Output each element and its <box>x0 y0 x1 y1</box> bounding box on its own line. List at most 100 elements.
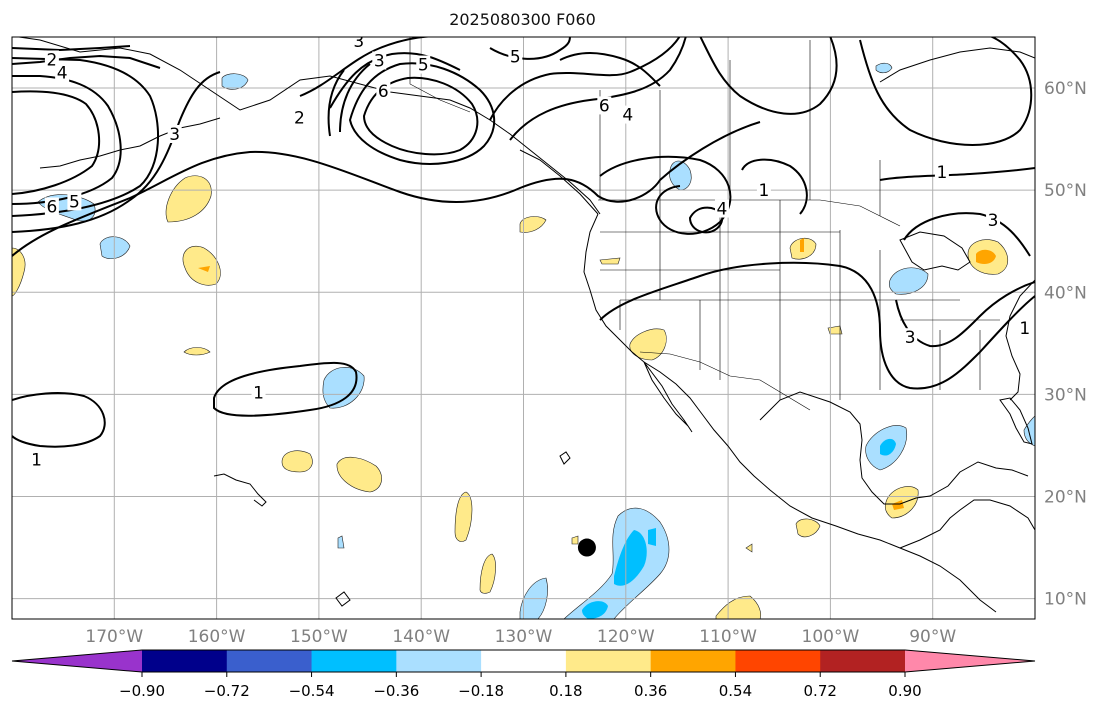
negative-anomaly-patch <box>888 267 929 295</box>
contour-label: 4 <box>57 64 68 84</box>
negative-anomaly-patch <box>221 73 249 90</box>
colorbar-tick-label: −0.18 <box>458 682 504 700</box>
contour-label-background <box>372 51 387 70</box>
colorbar-tick-label: −0.36 <box>373 682 419 700</box>
contour-label: 5 <box>418 56 429 76</box>
contour-line <box>859 37 1033 146</box>
contour-line <box>599 155 732 235</box>
us-state-lines <box>600 200 1000 400</box>
positive-anomaly-patch <box>599 257 621 265</box>
contour-label: 6 <box>599 96 610 116</box>
longitude-tick-label: 140°W <box>392 627 450 647</box>
colorbar-segment <box>565 650 652 672</box>
contour-line <box>688 206 724 234</box>
contour-line <box>327 69 345 137</box>
contour-label-background <box>508 47 523 66</box>
longitude-tick-label: 120°W <box>597 627 655 647</box>
latitude-tick-label: 30°N <box>1044 385 1087 405</box>
us-mexico-border <box>639 351 811 411</box>
us-west-coast <box>583 213 997 613</box>
baja-peninsula <box>643 361 693 433</box>
contour-label: 5 <box>69 192 80 212</box>
hudson-bay-shore <box>879 47 1035 83</box>
contour-label: 3 <box>353 32 364 52</box>
contour-label-background <box>376 82 391 101</box>
contour-label-background <box>167 125 182 143</box>
contour-line <box>559 52 661 87</box>
contour-label: 3 <box>905 328 916 348</box>
contour-label: 1 <box>758 181 769 201</box>
latitude-tick-label: 60°N <box>1044 79 1087 99</box>
contour-line <box>12 75 122 205</box>
latitude-tick-label: 40°N <box>1044 283 1087 303</box>
colorbar-segment <box>311 650 397 672</box>
contour-label-background <box>44 197 59 216</box>
positive-anomaly-patch <box>571 535 579 545</box>
clipperton-island <box>559 451 571 465</box>
positive-anomaly-patch <box>454 491 473 542</box>
contour-label: 1 <box>31 451 42 471</box>
negative-anomaly-patch <box>322 367 365 409</box>
canada-province-lines <box>599 40 881 216</box>
contour-label-background <box>29 450 44 469</box>
contour-label: 1 <box>1019 319 1030 339</box>
colorbar-extend-low <box>12 650 142 672</box>
negative-anomaly-patch <box>1023 415 1035 447</box>
contour-label-background <box>903 328 918 347</box>
colorbar-segment <box>650 650 736 672</box>
positive-anomaly-patch <box>479 553 496 594</box>
contour-line <box>12 54 161 69</box>
contour-label: 3 <box>374 51 385 71</box>
contour-line <box>362 76 479 156</box>
negative-anomaly-patch <box>563 507 670 619</box>
positive-anomaly-patch <box>182 246 221 286</box>
contour-label-background <box>55 63 70 82</box>
negative-anomaly-core <box>648 528 656 546</box>
colorbar-extend-high <box>905 650 1035 672</box>
contour-label: 1 <box>936 163 947 183</box>
contour-label: 4 <box>622 106 633 126</box>
longitude-labels: 170°W 160°W 150°W 140°W 130°W 120°W 110°W 100°W… <box>85 627 956 647</box>
longitude-tick-label: 90°W <box>909 627 956 647</box>
contour-label: 6 <box>46 197 57 217</box>
latitude-tick-label: 10°N <box>1044 590 1087 610</box>
positive-anomaly-patch <box>827 325 843 335</box>
map-frame <box>11 36 1036 620</box>
contour-line <box>489 37 681 121</box>
longitude-tick-label: 100°W <box>802 627 860 647</box>
positive-anomaly-patch <box>183 347 211 356</box>
positive-anomaly-patch <box>745 543 753 553</box>
contour-line <box>12 45 131 52</box>
colorbar-segment <box>820 650 906 672</box>
contour-label-background <box>620 105 635 124</box>
contour-line <box>489 37 571 60</box>
contour-line <box>699 37 838 115</box>
coastlines <box>15 37 1035 613</box>
contour-line <box>12 90 101 195</box>
gulf-of-mexico-coast <box>759 391 1029 505</box>
colorbar-tick-label: 0.72 <box>804 682 837 700</box>
positive-anomaly-core <box>892 500 904 510</box>
revillagigedo-islet <box>335 591 351 607</box>
colorbar-tick-label: 0.18 <box>549 682 582 700</box>
hawaii-islands <box>213 473 267 507</box>
negative-anomaly-patch <box>99 236 131 259</box>
map-title: 2025080300 F060 <box>449 10 596 29</box>
contour-label: 4 <box>717 200 728 220</box>
colorbar-tick-label: 0.90 <box>888 682 921 700</box>
negative-anomaly-core <box>880 438 896 456</box>
contour-lines <box>12 37 1035 448</box>
positive-anomaly-patch <box>795 518 821 538</box>
colorbar: −0.90 −0.72 −0.54 −0.36 −0.18 0.18 0.36 0.54 0.7… <box>11 649 1036 700</box>
positive-anomaly-patch <box>165 175 212 223</box>
alaska-canada-border <box>409 37 471 113</box>
contour-label-background <box>67 192 82 211</box>
negative-anomaly-patch <box>875 62 893 74</box>
contour-label: 5 <box>510 47 521 67</box>
contour-line <box>12 71 221 233</box>
positive-anomaly-core <box>800 238 804 252</box>
negative-anomaly-core <box>614 530 647 586</box>
